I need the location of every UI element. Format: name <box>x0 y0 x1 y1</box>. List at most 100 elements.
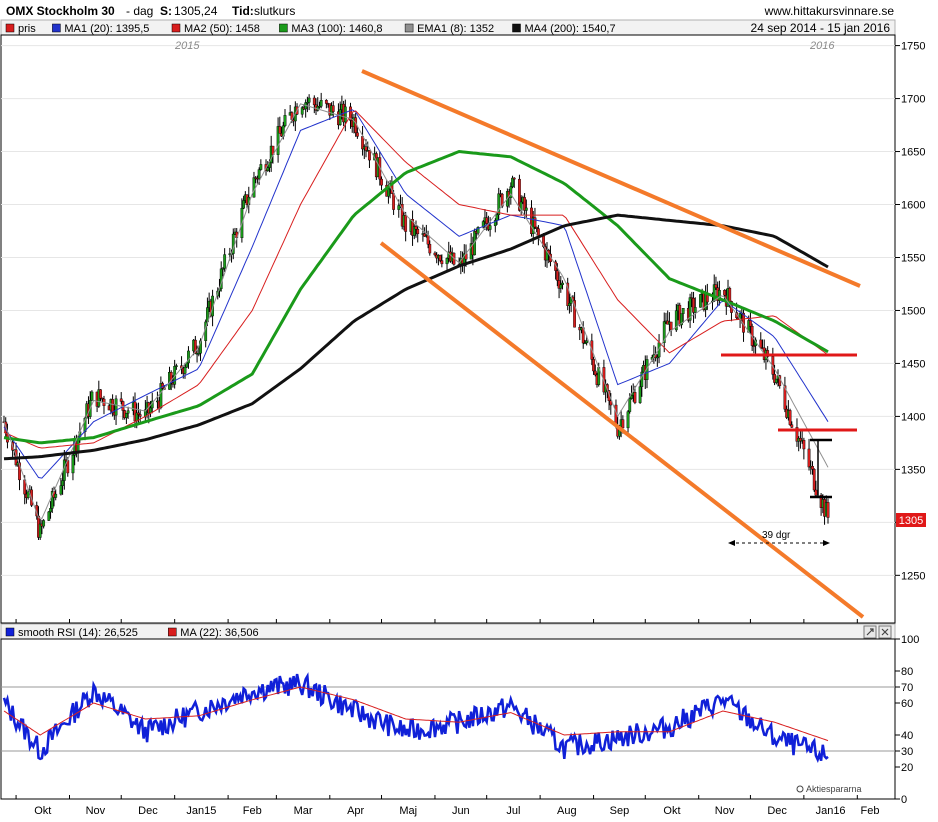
candle-body <box>331 105 335 112</box>
legend-swatch <box>512 23 521 33</box>
candle-body <box>259 164 263 170</box>
candle-body <box>783 385 787 410</box>
candle-body <box>364 146 368 151</box>
candle-body <box>138 414 142 417</box>
candle-body <box>774 378 778 383</box>
price-tick-label: 1400 <box>901 411 925 423</box>
site-url[interactable]: www.hittakursvinnare.se <box>764 4 895 18</box>
price-tick-label: 1350 <box>901 464 925 476</box>
candle-body <box>728 288 732 302</box>
candle-body <box>414 226 418 230</box>
candle-body <box>812 469 816 491</box>
legend-swatch <box>5 627 15 637</box>
candle-body <box>90 391 94 401</box>
year-label-2015: 2015 <box>174 40 200 52</box>
candle-body <box>426 235 430 245</box>
candle-body <box>790 424 794 428</box>
candle-body <box>561 282 564 285</box>
candle-body <box>802 439 806 450</box>
candle-body <box>559 284 563 289</box>
watermark-text: Aktiespararna <box>806 784 862 794</box>
candle-body <box>319 100 323 107</box>
month-label: Dec <box>138 805 158 817</box>
candle-body <box>638 386 642 403</box>
candle-body <box>509 186 513 198</box>
candle-body <box>318 105 321 108</box>
candle-body <box>749 320 752 327</box>
candle-body <box>568 303 571 306</box>
candle-body <box>54 493 58 498</box>
candle-body <box>412 226 416 236</box>
candle-body <box>387 188 390 197</box>
candle-body <box>119 398 123 402</box>
duration-label: 39 dgr <box>762 530 791 541</box>
month-label: Okt <box>34 805 51 817</box>
candle-body <box>524 207 528 211</box>
candle-body <box>438 255 442 261</box>
candle-body <box>18 462 21 481</box>
candle-body <box>633 392 637 403</box>
price-panel <box>0 34 896 624</box>
candle-body <box>392 193 395 210</box>
rsi-tick-label: 40 <box>901 730 913 742</box>
candle-body <box>324 100 328 104</box>
candle-body <box>511 177 514 187</box>
candle-body <box>193 339 197 354</box>
month-label: Nov <box>86 805 106 817</box>
candle-body <box>257 169 261 179</box>
candle-body <box>343 106 347 123</box>
candle-body <box>174 365 178 367</box>
legend-label: MA4 (200): 1540,7 <box>525 23 616 35</box>
rsi-panel-buttons[interactable] <box>863 625 892 639</box>
month-label: Nov <box>715 805 735 817</box>
legend-swatch <box>168 627 177 637</box>
candle-body <box>114 398 118 416</box>
candle-body <box>488 225 492 230</box>
candle-body <box>497 193 501 215</box>
candle-body <box>380 178 383 186</box>
candle-body <box>199 340 202 354</box>
candle-body <box>300 107 304 115</box>
candle-body <box>283 115 287 126</box>
legend-swatch <box>5 23 15 33</box>
candle-body <box>807 448 811 468</box>
month-label: Jul <box>506 805 520 817</box>
candle-body <box>38 523 42 538</box>
legend-label: EMA1 (8): 1352 <box>417 23 494 35</box>
candle-body <box>252 177 256 198</box>
candle-body <box>312 97 316 106</box>
candle-body <box>423 233 427 237</box>
candle-body <box>221 268 225 270</box>
legend-label: pris <box>18 23 36 35</box>
rsi-lines <box>2 672 829 764</box>
candle-body <box>485 217 489 224</box>
candle-body <box>338 109 342 126</box>
main-legend: pris MA1 (20): 1395,5 MA2 (50): 1458 MA3 (1… <box>5 23 616 35</box>
month-label: Jan16 <box>816 805 846 817</box>
price-label: S: <box>160 4 172 18</box>
candle-body <box>795 427 799 442</box>
price-tick-label: 1250 <box>901 570 925 582</box>
year-label-2016: 2016 <box>809 40 835 52</box>
candle-body <box>699 294 702 308</box>
candle-body <box>692 298 695 313</box>
series-line-2 <box>3 110 829 449</box>
month-label: Mar <box>294 805 313 817</box>
candle-body <box>669 321 673 331</box>
candle-body <box>355 132 359 137</box>
candle-body <box>211 295 214 317</box>
rsi-tick-label: 80 <box>901 666 913 678</box>
candle-body <box>266 167 270 171</box>
candle-body <box>416 228 420 235</box>
candle-body <box>723 289 726 296</box>
candle-body <box>169 372 173 384</box>
price-tick-label: 1650 <box>901 147 925 159</box>
rsi-line <box>2 672 829 764</box>
price-value: 1305,24 <box>174 4 218 18</box>
candle-body <box>573 300 576 328</box>
legend-label: smooth RSI (14): 26,525 <box>18 627 138 639</box>
candle-body <box>773 374 776 383</box>
candle-body <box>593 370 597 376</box>
upper-trendline <box>361 69 861 288</box>
